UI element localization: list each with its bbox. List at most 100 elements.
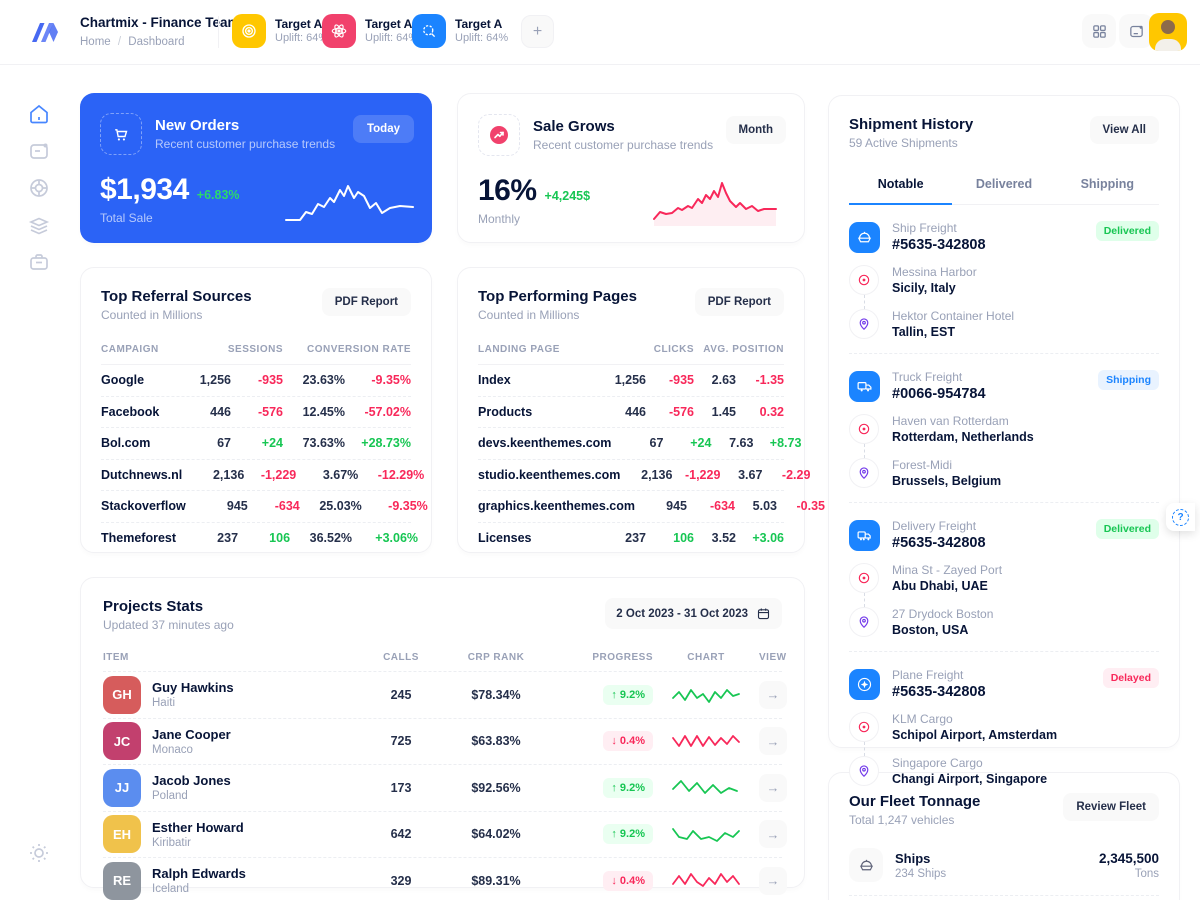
table-row: Products 446 -576 1.45 0.32 (478, 397, 784, 428)
section-title: Top Referral Sources (101, 288, 252, 305)
sidebar-item-home[interactable] (27, 102, 51, 126)
date-range-picker[interactable]: 2 Oct 2023 - 31 Oct 2023 (605, 598, 782, 629)
plane-icon (849, 668, 880, 700)
fleet-row: Ships 234 Ships 2,345,500 Tons (849, 835, 1159, 895)
view-row-button[interactable]: → (759, 680, 787, 709)
delivery-truck-icon (849, 519, 880, 551)
header-divider (218, 16, 219, 48)
target-chip-3[interactable]: Target A Uplift: 64% (412, 14, 508, 48)
project-row: JJ Jacob Jones Poland 173 $92.56% ↑ 9.2% … (103, 764, 787, 811)
tab-delivered[interactable]: Delivered (975, 177, 1033, 191)
fleet-tonnage-card: Our Fleet Tonnage Total 1,247 vehicles R… (828, 772, 1180, 900)
cart-icon (100, 113, 142, 155)
view-row-button[interactable]: → (759, 866, 787, 895)
chartmix-logo (32, 23, 58, 42)
status-badge: Delayed (1102, 668, 1159, 688)
shipment-history-card: Shipment History 59 Active Shipments Vie… (828, 95, 1180, 786)
avatar: RE (103, 861, 141, 900)
table-row: Facebook 446 -576 12.45% -57.02% (101, 397, 411, 428)
home-icon (30, 104, 48, 124)
apps-grid-button[interactable] (1082, 14, 1116, 48)
avatar-person-silhouette (1149, 13, 1187, 51)
messages-icon (30, 143, 48, 159)
projects-columns: Item Calls CRP Rank Progress Chart View (103, 652, 787, 663)
project-row: GH Guy Hawkins Haiti 245 $78.34% ↑ 9.2% → (103, 671, 787, 718)
avatar: JJ (103, 768, 141, 807)
target-chip-1[interactable]: Target A Uplift: 64% (232, 14, 328, 48)
status-badge: Delivered (1095, 519, 1159, 539)
row-sparkline (672, 828, 740, 843)
route-connector (864, 742, 865, 756)
origin-icon (849, 712, 879, 742)
sales-sparkline (653, 182, 777, 226)
view-row-button[interactable]: → (759, 820, 787, 849)
section-title: Shipment History (849, 116, 974, 133)
sidebar-item-projects[interactable] (27, 250, 51, 274)
origin-icon (849, 265, 879, 295)
sidebar-item-support[interactable] (27, 176, 51, 200)
tab-shipping[interactable]: Shipping (1080, 177, 1135, 191)
shipment-item[interactable]: Truck Freight #0066-954784 Shipping Have… (849, 354, 1159, 503)
row-sparkline (672, 779, 738, 794)
breadcrumb-home[interactable]: Home (80, 36, 111, 48)
project-row: EH Esther Howard Kiribatir 642 $64.02% ↑ … (103, 810, 787, 858)
project-row: RE Ralph Edwards Iceland 329 $89.31% ↓ 0.… (103, 857, 787, 900)
target-chip-2[interactable]: Target A Uplift: 64% (322, 14, 418, 48)
table-row: Stackoverflow 945 -634 25.03% -9.35% (101, 491, 428, 523)
review-fleet-button[interactable]: Review Fleet (1063, 793, 1159, 821)
view-row-button[interactable]: → (759, 773, 787, 802)
table-row: Themeforest 237 106 36.52% +3.06% (101, 531, 419, 546)
shipment-item[interactable]: Ship Freight #5635-342808 Delivered Mess… (849, 205, 1159, 354)
shipment-item[interactable]: Delivery Freight #5635-342808 Delivered … (849, 503, 1159, 652)
monthly-value: 16% (478, 174, 537, 207)
sidebar-item-messages[interactable] (27, 139, 51, 163)
add-target-button[interactable]: + (521, 15, 554, 48)
pages-columns: Landing Page Clicks Avg. Position (478, 344, 784, 365)
table-row: Licenses 237 106 3.52 +3.06 (478, 531, 784, 546)
search-icon (412, 14, 446, 48)
target-icon (232, 14, 266, 48)
today-button[interactable]: Today (352, 115, 414, 143)
referral-columns: Campaign Sessions Conversion Rate (101, 344, 411, 365)
notifications-button[interactable] (1119, 14, 1153, 48)
truck-icon (849, 370, 880, 402)
sun-icon (30, 844, 48, 862)
shipment-tabs: Notable Delivered Shipping (849, 168, 1159, 205)
status-badge: Shipping (1098, 370, 1159, 390)
progress-badge: ↑ 9.2% (603, 684, 653, 705)
theme-toggle[interactable] (27, 841, 51, 865)
destination-pin-icon (849, 607, 879, 637)
user-avatar[interactable] (1149, 13, 1187, 51)
table-row: Bol.com 67 +24 73.63% +28.73% (101, 428, 411, 460)
view-row-button[interactable]: → (759, 727, 787, 756)
pdf-report-button[interactable]: PDF Report (694, 288, 784, 316)
destination-pin-icon (849, 309, 879, 339)
layers-icon (28, 217, 50, 235)
performing-pages-card: Top Performing Pages Counted in Millions… (457, 267, 825, 553)
avatar: GH (103, 675, 141, 714)
apps-grid-icon (1092, 24, 1106, 38)
help-button[interactable]: ? (1166, 503, 1195, 531)
projects-stats-card: Projects Stats Updated 37 minutes ago 2 … (80, 577, 805, 900)
breadcrumb-current: Dashboard (128, 36, 185, 48)
origin-icon (849, 414, 879, 444)
section-title: Projects Stats (103, 598, 204, 615)
shipment-item[interactable]: Plane Freight #5635-342808 Delayed KLM C… (849, 652, 1159, 800)
card-title: Sale Grows (533, 118, 615, 135)
view-all-button[interactable]: View All (1089, 116, 1159, 144)
progress-badge: ↑ 9.2% (603, 824, 653, 845)
row-sparkline (672, 872, 740, 887)
ship-outline-icon (849, 848, 883, 882)
status-badge: Delivered (1095, 221, 1159, 241)
tab-notable[interactable]: Notable (849, 168, 953, 205)
avatar: JC (103, 722, 141, 761)
sidebar-item-layers[interactable] (27, 213, 51, 237)
total-sale-delta: +6.83% (196, 188, 240, 202)
table-row: graphics.keenthemes.com 945 -634 5.03 -0… (478, 491, 825, 523)
table-row: Google 1,256 -935 23.63% -9.35% (101, 365, 411, 397)
pdf-report-button[interactable]: PDF Report (321, 288, 411, 316)
lifebuoy-icon (30, 179, 48, 197)
month-button[interactable]: Month (725, 116, 786, 144)
progress-badge: ↓ 0.4% (603, 870, 653, 891)
